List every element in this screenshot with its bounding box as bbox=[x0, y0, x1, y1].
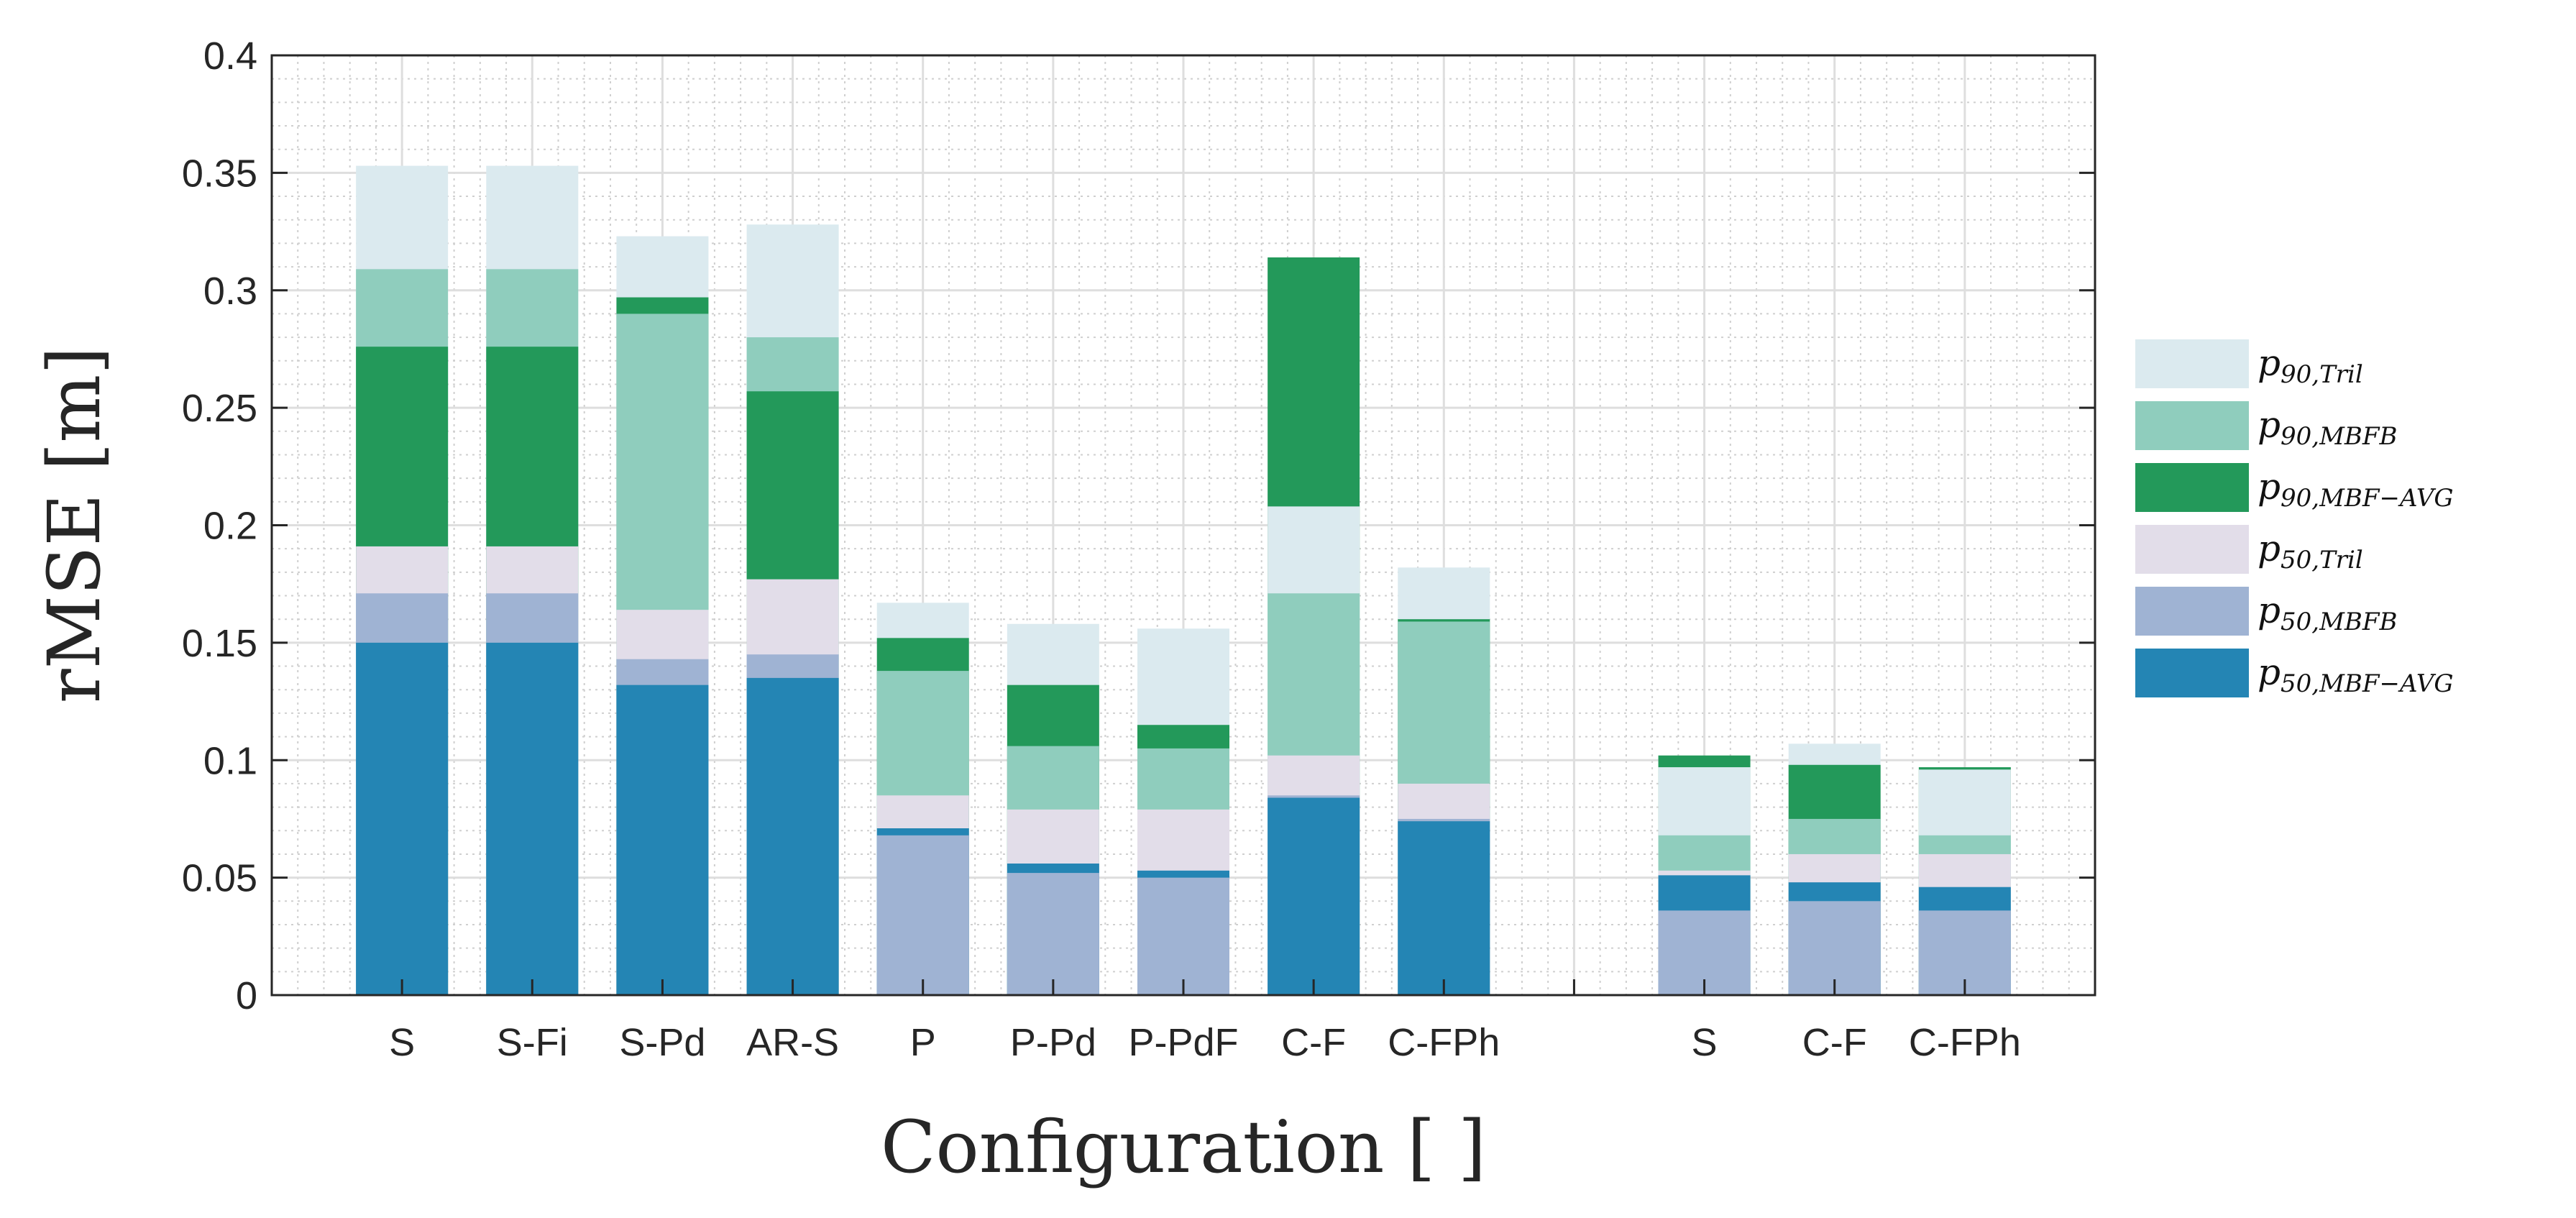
bar-group bbox=[746, 224, 839, 996]
bar-segment-p50_mbfb bbox=[876, 835, 969, 995]
y-tick-label: 0.3 bbox=[203, 270, 257, 313]
y-tick-label: 0 bbox=[236, 974, 257, 1017]
bar-group bbox=[1007, 623, 1099, 995]
bars bbox=[356, 165, 2011, 996]
bar-group bbox=[1918, 767, 2011, 995]
bar-group bbox=[1788, 743, 1881, 995]
bar-group bbox=[1398, 567, 1490, 995]
legend: p90,Tril p90,MBFB p90,MBF−AVG p50,Tril p50,M… bbox=[2135, 339, 2454, 698]
legend-item-p50_mbfb: p50,MBFB bbox=[2135, 587, 2397, 636]
x-tick-label: C-FPh bbox=[1388, 1021, 1500, 1064]
legend-item-p90_tril: p90,Tril bbox=[2135, 339, 2363, 389]
bar-segment-p50_mbf_avg bbox=[486, 642, 579, 995]
legend-swatch bbox=[2135, 401, 2249, 450]
bar-group bbox=[356, 165, 449, 995]
bar-segment-p50_mbf_avg bbox=[746, 677, 839, 995]
bar-segment-p50_mbfb bbox=[1137, 877, 1229, 995]
y-tick-label: 0.35 bbox=[182, 152, 257, 195]
x-tick-label: C-F bbox=[1281, 1021, 1346, 1064]
bar-group bbox=[616, 236, 709, 995]
x-tick-label: C-FPh bbox=[1909, 1021, 2021, 1064]
bar-group bbox=[876, 603, 969, 995]
y-tick-label: 0.4 bbox=[203, 35, 257, 78]
bar-segment-p50_mbf_avg bbox=[356, 642, 449, 995]
legend-item-p90_mbfb: p90,MBFB bbox=[2135, 401, 2397, 451]
legend-label: p90,MBF−AVG bbox=[2258, 466, 2454, 513]
x-tick-label: P-Pd bbox=[1010, 1021, 1096, 1064]
legend-item-p50_mbf_avg: p50,MBF−AVG bbox=[2135, 649, 2454, 698]
bar-segment-p50_mbf_avg bbox=[616, 684, 709, 995]
bar-segment-p50_mbf_avg bbox=[1398, 821, 1490, 995]
x-tick-label: S bbox=[1692, 1021, 1718, 1064]
y-tick-label: 0.25 bbox=[182, 387, 257, 430]
legend-swatch bbox=[2135, 463, 2249, 512]
y-tick-label: 0.1 bbox=[203, 739, 257, 782]
legend-swatch bbox=[2135, 525, 2249, 574]
x-tick-label: P bbox=[910, 1021, 936, 1064]
y-tick-label: 0.15 bbox=[182, 622, 257, 665]
legend-item-p90_mbf_avg: p90,MBF−AVG bbox=[2135, 463, 2454, 513]
legend-label: p50,MBF−AVG bbox=[2258, 651, 2454, 698]
x-tick-label: AR-S bbox=[746, 1021, 839, 1064]
x-tick-label: S bbox=[389, 1021, 415, 1064]
x-tick-label: C-F bbox=[1802, 1021, 1867, 1064]
legend-swatch bbox=[2135, 339, 2249, 388]
y-axis-title: rMSE [m] bbox=[32, 347, 116, 703]
legend-label: p50,MBFB bbox=[2258, 590, 2397, 636]
y-tick-label: 0.2 bbox=[203, 505, 257, 548]
legend-label: p50,Tril bbox=[2258, 528, 2363, 574]
bar-segment-p50_mbf_avg bbox=[1268, 797, 1360, 995]
legend-swatch bbox=[2135, 649, 2249, 697]
x-axis-title: Configuration [ ] bbox=[881, 1105, 1486, 1189]
bar-group bbox=[1268, 257, 1360, 995]
x-tick-label: P-PdF bbox=[1128, 1021, 1238, 1064]
bar-group bbox=[1137, 628, 1229, 995]
x-axis-ticks: S S-Fi S-Pd AR-S P P-Pd P-PdF C-F C-FPh S C-F C-FPh bbox=[389, 979, 2021, 1064]
bar-group bbox=[1658, 755, 1751, 995]
y-axis-ticks: 0 0.05 0.1 0.15 0.2 0.25 0.3 0.35 0.4 bbox=[182, 35, 2095, 1017]
legend-label: p90,Tril bbox=[2258, 342, 2363, 389]
bar-segment-p50_mbfb bbox=[1007, 873, 1099, 995]
bar-group bbox=[486, 165, 579, 995]
legend-swatch bbox=[2135, 587, 2249, 636]
legend-item-p50_tril: p50,Tril bbox=[2135, 525, 2363, 574]
legend-label: p90,MBFB bbox=[2258, 404, 2397, 451]
x-tick-label: S-Pd bbox=[619, 1021, 705, 1064]
x-tick-label: S-Fi bbox=[497, 1021, 568, 1064]
y-tick-label: 0.05 bbox=[182, 857, 257, 900]
